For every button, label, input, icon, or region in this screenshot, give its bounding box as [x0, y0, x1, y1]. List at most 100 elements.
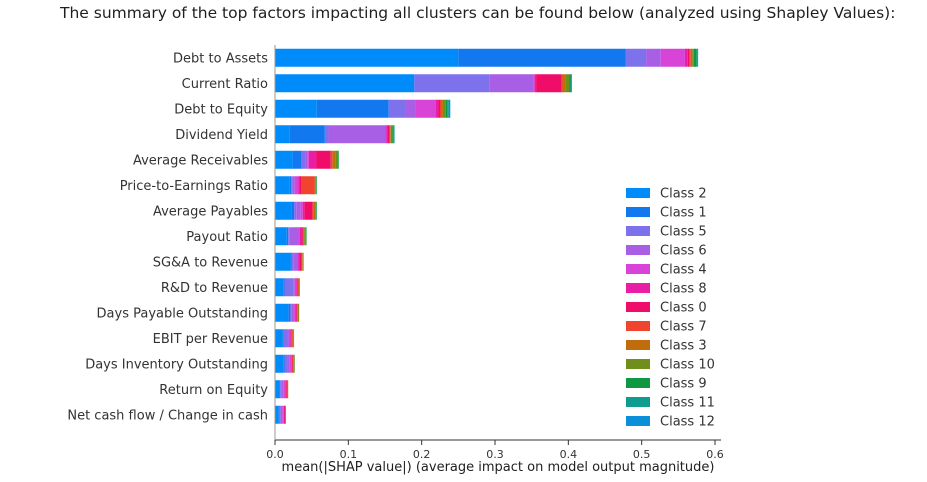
bar-segment-debt-to-assets-class-3 [690, 48, 693, 67]
bar-segment-payout-ratio-class-6 [289, 227, 299, 246]
bar-segment-ebit-per-revenue-class-1 [282, 329, 284, 348]
y-tick-label-payout-ratio: Payout Ratio [186, 230, 268, 245]
legend-label-class-8: Class 8 [660, 282, 707, 297]
bar-segment-dividend-yield-class-8 [386, 125, 388, 144]
bar-segment-average-receivables-class-4 [307, 150, 309, 169]
bar-segment-return-on-equity-class-0 [286, 380, 287, 399]
bar-segment-ebit-per-revenue-class-4 [288, 329, 291, 348]
bar-segment-current-ratio-class-5 [414, 74, 490, 93]
bar-segment-average-receivables-class-9 [338, 150, 339, 169]
bar-segment-net-cash-flow-change-in-cash-class-6 [280, 405, 283, 424]
bar-segment-current-ratio-class-6 [489, 74, 534, 93]
legend-swatch-class-7 [626, 321, 650, 331]
bar-segment-ebit-per-revenue-class-5 [283, 329, 288, 348]
legend: Class 2 Class 1 Class 5 Class 6 Class 4 Class… [626, 187, 715, 430]
bar-segment-average-receivables-class-7 [330, 150, 333, 169]
bar-segment-ebit-per-revenue-class-2 [275, 329, 283, 348]
legend-label-class-9: Class 9 [660, 377, 707, 392]
bar-segment-net-cash-flow-change-in-cash-class-4 [282, 405, 284, 424]
legend-swatch-class-6 [626, 245, 650, 255]
bar-segment-payout-ratio-class-3 [303, 227, 305, 246]
bar-segment-debt-to-assets-class-6 [646, 48, 661, 67]
bar-segment-r-d-to-revenue-class-6 [293, 278, 295, 297]
bar-segment-days-inventory-outstanding-class-7 [292, 354, 294, 373]
bar-segment-price-to-earnings-ratio-class-10 [315, 176, 317, 195]
bar-segment-payout-ratio-class-9 [305, 227, 307, 246]
bar-segment-r-d-to-revenue-class-2 [275, 278, 284, 297]
bar-segment-current-ratio-class-4 [533, 74, 535, 93]
bar-segment-days-inventory-outstanding-class-5 [284, 354, 288, 373]
bar-segment-return-on-equity-class-6 [281, 380, 284, 399]
bar-segment-return-on-equity-class-1 [279, 380, 281, 399]
legend-swatch-class-3 [626, 340, 650, 350]
bar-segment-r-d-to-revenue-class-4 [294, 278, 297, 297]
bar-segment-r-d-to-revenue-class-1 [283, 278, 285, 297]
bar-segment-debt-to-assets-class-7 [689, 48, 691, 67]
bar-segment-average-payables-class-5 [294, 201, 297, 220]
bar-segment-price-to-earnings-ratio-class-0 [299, 176, 302, 195]
bar-segment-current-ratio-class-0 [536, 74, 561, 93]
bar-segment-net-cash-flow-change-in-cash-class-8 [283, 405, 285, 424]
bar-segment-ebit-per-revenue-class-7 [291, 329, 293, 348]
bar-segment-days-inventory-outstanding-class-6 [287, 354, 290, 373]
bar-segment-sg-a-to-revenue-class-2 [275, 252, 291, 271]
bar-segment-debt-to-equity-class-11 [447, 99, 449, 118]
bar-segment-days-inventory-outstanding-class-8 [291, 354, 292, 373]
bar-segment-dividend-yield-class-7 [389, 125, 391, 144]
bar-segment-ebit-per-revenue-class-0 [291, 329, 292, 348]
bar-segment-ebit-per-revenue-class-3 [292, 329, 294, 348]
bar-segment-average-receivables-class-3 [332, 150, 336, 169]
bar-segment-debt-to-equity-class-12 [448, 99, 451, 118]
bar-segment-payout-ratio-class-5 [288, 227, 290, 246]
legend-swatch-class-0 [626, 302, 650, 312]
legend-swatch-class-2 [626, 188, 650, 198]
bar-segment-payout-ratio-class-10 [304, 227, 306, 246]
bar-segment-debt-to-assets-class-12 [697, 48, 699, 67]
bar-segment-days-inventory-outstanding-class-10 [294, 354, 295, 373]
bar-segment-net-cash-flow-change-in-cash-class-2 [275, 405, 279, 424]
legend-swatch-class-12 [626, 416, 650, 426]
bar-segment-days-payable-outstanding-class-10 [298, 303, 300, 322]
bar-segment-days-payable-outstanding-class-4 [294, 303, 296, 322]
bar-segment-return-on-equity-class-3 [287, 380, 289, 399]
bar-segment-debt-to-assets-class-9 [693, 48, 697, 67]
bar-segment-debt-to-equity-class-2 [275, 99, 317, 118]
bar-segment-sg-a-to-revenue-class-5 [291, 252, 294, 271]
bar-segment-days-payable-outstanding-class-8 [295, 303, 297, 322]
bar-segment-days-inventory-outstanding-class-2 [275, 354, 284, 373]
y-tick-label-average-receivables: Average Receivables [133, 153, 268, 168]
bar-segment-debt-to-assets-class-0 [687, 48, 690, 67]
bar-segment-sg-a-to-revenue-class-1 [290, 252, 292, 271]
bar-segment-debt-to-assets-class-10 [692, 48, 694, 67]
x-tick-label-1: 0.1 [340, 448, 358, 461]
bar-segment-days-inventory-outstanding-class-1 [283, 354, 285, 373]
bar-segment-payout-ratio-class-8 [299, 227, 302, 246]
bar-segment-debt-to-equity-class-10 [442, 99, 446, 118]
legend-label-class-1: Class 1 [660, 206, 707, 221]
bar-segment-debt-to-equity-class-1 [316, 99, 389, 118]
bar-segment-payout-ratio-class-7 [302, 227, 304, 246]
y-tick-label-days-inventory-outstanding: Days Inventory Outstanding [85, 357, 268, 372]
bar-segment-payout-ratio-class-0 [301, 227, 303, 246]
bar-segment-dividend-yield-class-6 [328, 125, 385, 144]
bar-segment-average-payables-class-7 [312, 201, 314, 220]
bar-segment-r-d-to-revenue-class-7 [297, 278, 299, 297]
y-tick-label-average-payables: Average Payables [153, 204, 268, 219]
bar-segment-r-d-to-revenue-class-3 [298, 278, 300, 297]
bar-segment-debt-to-assets-class-8 [684, 48, 688, 67]
x-tick-label-2: 0.2 [413, 448, 431, 461]
bar-segment-debt-to-equity-class-3 [441, 99, 443, 118]
bar-segment-r-d-to-revenue-class-0 [297, 278, 298, 297]
legend-swatch-class-11 [626, 397, 650, 407]
bar-segment-payout-ratio-class-1 [286, 227, 289, 246]
bar-segment-average-payables-class-8 [302, 201, 305, 220]
legend-swatch-class-1 [626, 207, 650, 217]
bar-segment-dividend-yield-class-1 [289, 125, 325, 144]
bar-segment-days-payable-outstanding-class-6 [291, 303, 295, 322]
bar-segment-debt-to-assets-class-2 [275, 48, 459, 67]
legend-label-class-6: Class 6 [660, 244, 707, 259]
bar-segment-average-payables-class-2 [275, 201, 292, 220]
bar-segment-average-payables-class-0 [304, 201, 313, 220]
bar-segment-debt-to-assets-class-4 [660, 48, 685, 67]
